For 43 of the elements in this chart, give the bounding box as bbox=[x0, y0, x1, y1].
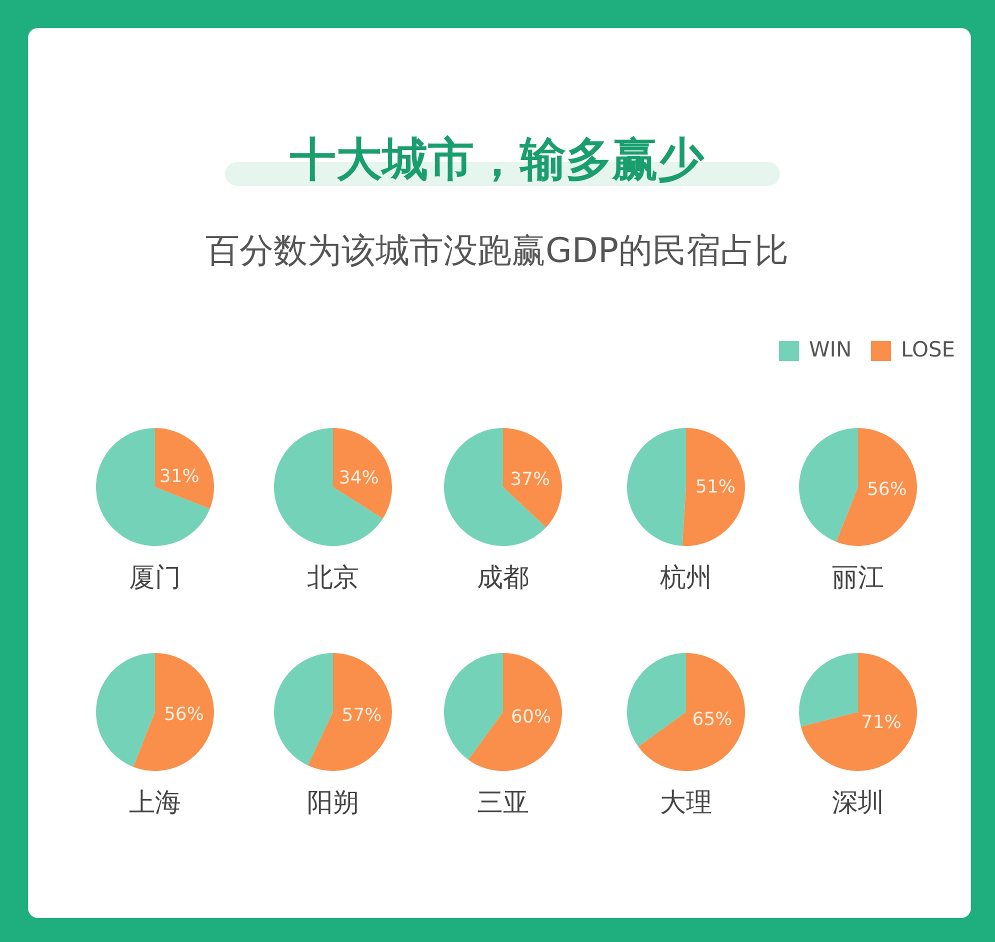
text: 三亚 bbox=[477, 788, 529, 818]
pie-slice bbox=[274, 428, 383, 546]
text: 杭州 bbox=[659, 563, 712, 593]
pie-slice bbox=[133, 653, 214, 771]
pie-slice bbox=[444, 653, 503, 760]
pie-slice bbox=[836, 428, 917, 546]
pie-slice bbox=[799, 428, 858, 542]
data-label: 34% bbox=[338, 467, 379, 488]
data-label: 60% bbox=[511, 706, 552, 728]
text: 阳朔 bbox=[307, 788, 359, 818]
data-label: 56% bbox=[866, 479, 907, 500]
legend-label: LOSE bbox=[901, 338, 956, 362]
pie-slice bbox=[799, 653, 858, 727]
text: 十大城市，输多赢少 bbox=[290, 132, 705, 186]
text: 深圳 bbox=[832, 788, 884, 818]
data-label: 51% bbox=[695, 476, 736, 498]
pie-slice bbox=[308, 653, 392, 771]
pie-slice bbox=[333, 428, 392, 519]
pie-slice bbox=[96, 653, 155, 767]
pie-slice bbox=[274, 653, 333, 766]
pie-slice bbox=[503, 428, 562, 528]
data-label: 71% bbox=[861, 712, 902, 733]
pie-slice bbox=[468, 653, 562, 771]
data-label: 31% bbox=[159, 466, 200, 487]
pie-slice bbox=[638, 653, 745, 771]
pie-slice bbox=[627, 653, 686, 747]
pie-slice bbox=[800, 653, 917, 771]
data-label: 56% bbox=[164, 704, 204, 726]
text: 丽江 bbox=[832, 563, 884, 593]
text: 厦门 bbox=[129, 563, 181, 593]
text: 北京 bbox=[307, 563, 359, 593]
text: 大理 bbox=[660, 788, 712, 818]
text: 成都 bbox=[477, 563, 529, 593]
pie-slice bbox=[682, 428, 745, 546]
data-label: 65% bbox=[692, 708, 732, 730]
pie-slice bbox=[96, 428, 210, 546]
text: 上海 bbox=[129, 788, 181, 818]
data-label: 37% bbox=[510, 468, 550, 490]
pie-slice bbox=[627, 428, 686, 546]
data-label: 57% bbox=[342, 704, 382, 726]
legend-label: WIN bbox=[809, 338, 852, 362]
pie-slice bbox=[155, 428, 214, 509]
text: 百分数为该城市没跑赢GDP的民宿占比 bbox=[205, 231, 789, 271]
